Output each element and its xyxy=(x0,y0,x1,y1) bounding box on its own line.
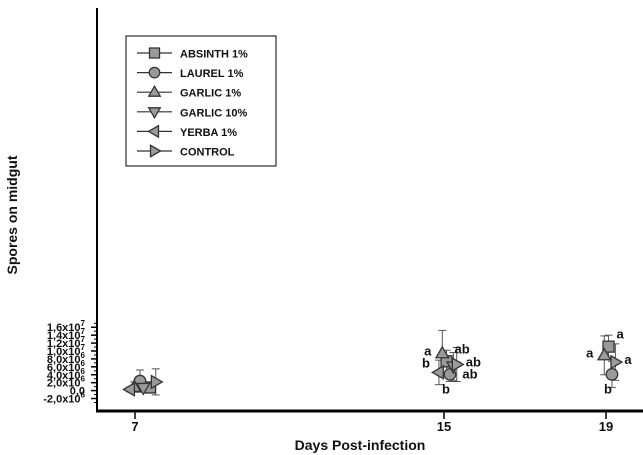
significance-label: ab xyxy=(455,341,470,356)
legend-marker xyxy=(148,47,161,59)
legend-label: GARLIC 1% xyxy=(180,88,241,100)
data-point xyxy=(150,374,164,390)
y-tick-label: 4,0x106 xyxy=(47,367,86,382)
data-point xyxy=(122,381,136,397)
y-tick-label: 1,6x107 xyxy=(47,319,86,334)
legend-marker xyxy=(147,124,160,139)
data-point xyxy=(602,340,615,353)
significance-label: b xyxy=(422,355,430,370)
legend-label: CONTROL xyxy=(180,147,235,159)
significance-label: a xyxy=(424,343,432,358)
data-point xyxy=(596,347,612,361)
y-tick-label: -2,0x106 xyxy=(43,391,85,406)
data-point xyxy=(605,367,619,381)
legend-marker xyxy=(149,144,162,158)
y-tick-label: 1,2x107 xyxy=(47,335,86,350)
legend-marker xyxy=(147,84,162,97)
x-tick-label: 15 xyxy=(437,419,451,434)
significance-label: a xyxy=(586,345,594,360)
legend-marker xyxy=(148,66,161,79)
significance-label: a xyxy=(624,352,632,367)
y-tick-label: 2,0x106 xyxy=(47,375,86,390)
data-point xyxy=(135,382,151,396)
x-axis-title: Days Post-infection xyxy=(295,437,426,453)
y-tick-label: 1,4x107 xyxy=(47,327,86,342)
y-tick-label: 1,0x107 xyxy=(47,343,86,358)
legend-marker xyxy=(147,107,162,120)
legend-label: YERBA 1% xyxy=(180,127,237,139)
significance-label: a xyxy=(617,327,625,342)
x-tick-label: 19 xyxy=(599,419,613,434)
data-point xyxy=(434,345,450,359)
legend-label: GARLIC 10% xyxy=(180,107,247,119)
error-bars xyxy=(126,329,620,396)
data-markers xyxy=(122,340,624,397)
y-axis: -2,0x1060,02,0x1064,0x1066,0x1068,0x1061… xyxy=(43,8,98,412)
significance-label: ab xyxy=(466,354,481,369)
y-tick-label: 6,0x106 xyxy=(47,359,86,374)
data-point xyxy=(430,364,444,380)
x-axis: 7 15 19 xyxy=(96,409,643,434)
significance-label: b xyxy=(442,381,450,396)
significance-label: ab xyxy=(462,366,477,381)
y-tick-label: 8,0x106 xyxy=(47,351,86,366)
y-tick-label: 0,0 xyxy=(70,386,85,398)
data-point xyxy=(451,357,465,372)
data-point xyxy=(610,354,624,370)
x-tick-label: 7 xyxy=(131,419,138,434)
significance-label: b xyxy=(604,381,612,396)
y-axis-title: Spores on midgut xyxy=(4,155,20,274)
legend-label: ABSINTH 1% xyxy=(180,49,248,61)
legend: ABSINTH 1% LAUREL 1% GARLIC 1% GARLIC 10% YE… xyxy=(125,35,277,167)
legend-label: LAUREL 1% xyxy=(180,68,244,80)
